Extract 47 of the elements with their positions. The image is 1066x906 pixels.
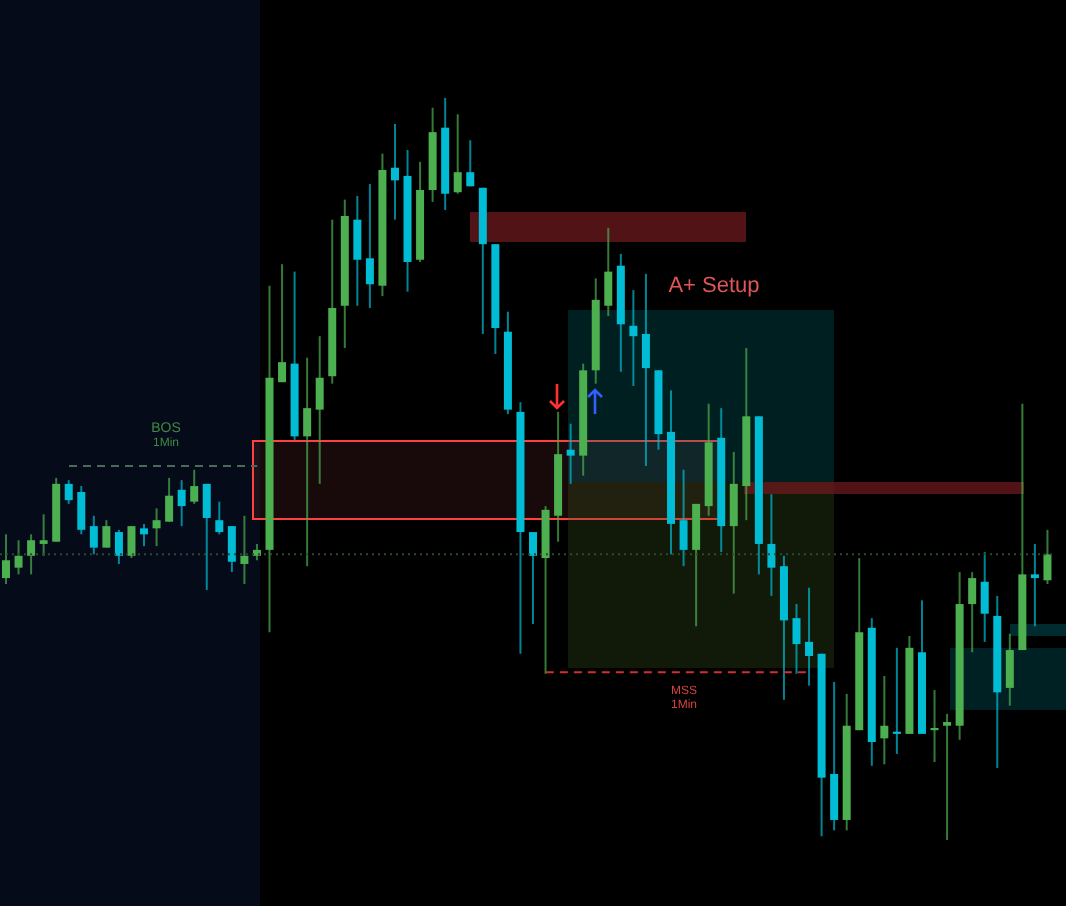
candlestick — [177, 479, 186, 528]
candlestick — [114, 528, 123, 565]
candlestick — [1030, 542, 1039, 628]
candlestick — [980, 551, 989, 643]
candlestick — [365, 183, 374, 309]
candlestick — [466, 139, 475, 188]
candlestick — [629, 289, 638, 387]
candlestick — [679, 468, 688, 568]
candlestick — [692, 502, 701, 628]
candlestick — [140, 522, 149, 548]
candlestick — [215, 500, 224, 536]
candlestick — [102, 519, 111, 549]
candlestick — [190, 468, 199, 505]
candlestick — [943, 712, 952, 840]
candlestick — [165, 476, 174, 523]
candlestick — [880, 675, 889, 766]
candlestick — [89, 514, 98, 556]
candlestick — [353, 194, 362, 307]
candlestick — [64, 479, 73, 505]
candlestick — [27, 533, 36, 576]
candlestick — [641, 272, 650, 468]
candlestick — [604, 226, 613, 318]
candlestick — [202, 482, 211, 591]
candlestick — [278, 263, 287, 384]
candlestick — [830, 680, 839, 832]
candlestick — [566, 422, 575, 485]
candlestick — [227, 525, 236, 574]
candlestick — [390, 122, 399, 221]
candlestick — [127, 525, 136, 560]
candlestick — [453, 113, 462, 195]
candlestick — [77, 485, 86, 536]
candlestick — [39, 513, 48, 557]
candlestick — [2, 533, 10, 586]
candlestick — [1043, 528, 1052, 586]
candlestick — [529, 531, 537, 626]
candlestick — [14, 539, 23, 576]
candlestick — [792, 603, 801, 675]
candlestick — [805, 586, 814, 687]
candlestick — [315, 335, 324, 485]
candlestick — [303, 356, 312, 568]
candlestick — [1005, 632, 1014, 707]
candlestick — [968, 571, 977, 654]
annotation: A+ Setup — [668, 274, 760, 298]
candlestick — [240, 514, 249, 586]
candlestick — [729, 450, 738, 595]
candlestick — [767, 493, 776, 597]
candlestick — [152, 507, 161, 548]
